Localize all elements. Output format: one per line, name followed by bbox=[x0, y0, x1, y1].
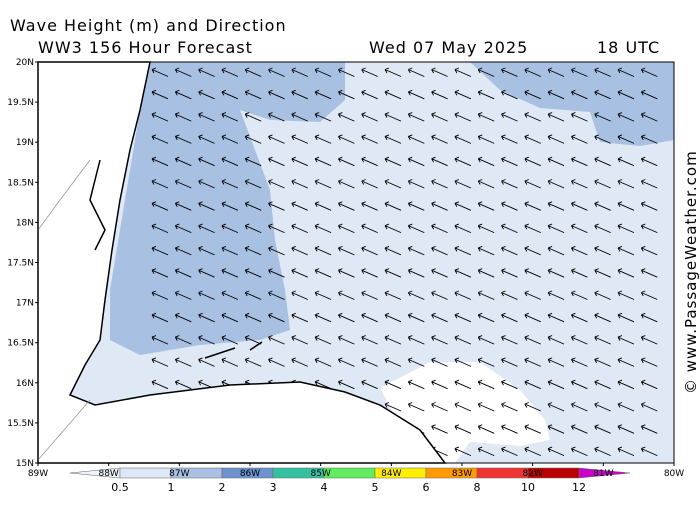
colorbar-label: 6 bbox=[423, 481, 430, 494]
lat-label: 17.5N bbox=[7, 259, 34, 269]
colorbar: 0.5 1 2 3 4 5 6 8 10 12 bbox=[69, 467, 631, 494]
lon-label: 89W bbox=[28, 469, 48, 479]
lat-label: 16N bbox=[16, 379, 34, 389]
colorbar-segment bbox=[476, 467, 529, 479]
colorbar-segment bbox=[119, 467, 172, 479]
lat-label: 17N bbox=[16, 299, 34, 309]
colorbar-label: 12 bbox=[572, 481, 586, 494]
lon-label: 86W bbox=[240, 469, 260, 479]
watermark: © www.PassageWeather.com bbox=[682, 150, 700, 394]
colorbar-label: 2 bbox=[219, 481, 226, 494]
lon-label: 82W bbox=[522, 469, 542, 479]
lon-label: 84W bbox=[381, 469, 401, 479]
map bbox=[35, 61, 675, 466]
lon-label: 85W bbox=[310, 469, 330, 479]
subtitle: WW3 156 Hour Forecast bbox=[38, 38, 253, 57]
lat-label: 15.5N bbox=[7, 419, 34, 429]
colorbar-label: 3 bbox=[270, 481, 277, 494]
colorbar-segment bbox=[527, 467, 580, 479]
colorbar-segment bbox=[323, 467, 376, 479]
lat-label: 18N bbox=[16, 218, 34, 228]
border bbox=[37, 399, 91, 461]
time: 18 UTC bbox=[597, 38, 660, 57]
lon-label: 83W bbox=[452, 469, 472, 479]
lat-label: 19N bbox=[16, 138, 34, 148]
date: Wed 07 May 2025 bbox=[369, 38, 528, 57]
lon-label: 88W bbox=[98, 469, 118, 479]
lon-label: 81W bbox=[593, 469, 613, 479]
wave-patch bbox=[470, 62, 674, 146]
border bbox=[37, 159, 91, 231]
lat-label: 20N bbox=[16, 58, 34, 68]
lat-label: 19.5N bbox=[7, 98, 34, 108]
lon-label: 80W bbox=[664, 469, 684, 479]
title: Wave Height (m) and Direction bbox=[10, 16, 287, 35]
island bbox=[204, 341, 263, 359]
colorbar-label: 1 bbox=[168, 481, 175, 494]
lat-label: 18.5N bbox=[7, 178, 34, 188]
colorbar-label: 10 bbox=[521, 481, 535, 494]
lat-label: 16.5N bbox=[7, 339, 34, 349]
colorbar-label: 5 bbox=[372, 481, 379, 494]
coastline bbox=[89, 159, 106, 251]
colorbar-label: 4 bbox=[321, 481, 328, 494]
colorbar-label: 0.5 bbox=[111, 481, 129, 494]
land bbox=[37, 61, 447, 464]
colorbar-label: 8 bbox=[474, 481, 481, 494]
lon-label: 87W bbox=[169, 469, 189, 479]
lat-label: 15N bbox=[16, 459, 34, 469]
